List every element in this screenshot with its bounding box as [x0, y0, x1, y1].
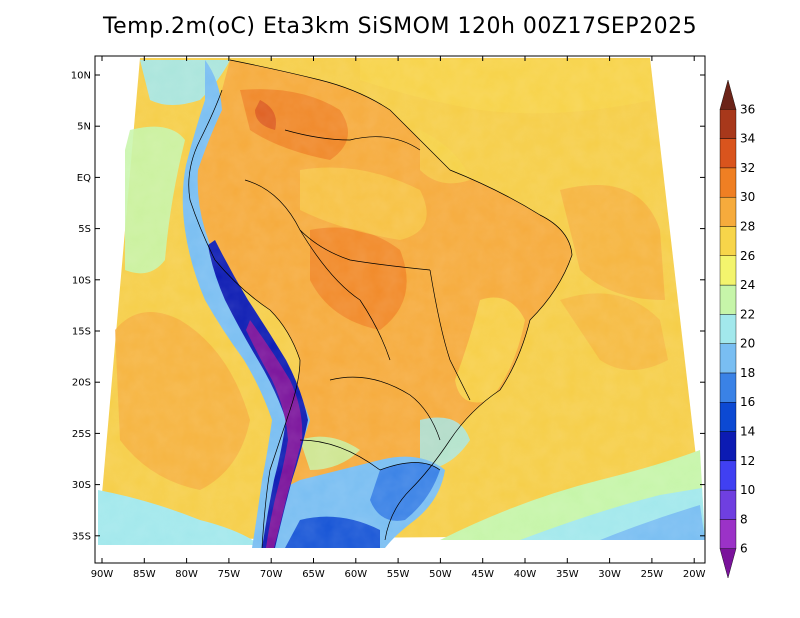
lon-label: 30W [598, 569, 621, 580]
colorbar-label: 22 [740, 307, 755, 321]
lon-label: 45W [471, 569, 494, 580]
longitude-axis: 90W 85W 80W 75W 70W 65W 60W 55W 50W 45W 40W 35W 30W 2… [91, 56, 706, 580]
lon-label: 50W [429, 569, 452, 580]
temperature-field [95, 56, 705, 563]
colorbar-segment [719, 226, 737, 256]
lon-label: 20W [683, 569, 706, 580]
lat-label: 10S [72, 275, 91, 286]
lon-label: 25W [641, 569, 664, 580]
lat-label: 5S [78, 224, 91, 235]
colorbar-label: 30 [740, 190, 755, 204]
colorbar-segment [719, 343, 737, 374]
colorbar-segment [719, 372, 737, 403]
country-borders [188, 59, 573, 549]
colorbar-label: 32 [740, 161, 755, 175]
lon-label: 35W [556, 569, 579, 580]
lat-label: 30S [72, 480, 91, 491]
colorbar-segment [719, 138, 737, 169]
plot-border [94, 55, 706, 564]
colorbar-segment [719, 431, 737, 462]
colorbar-label: 24 [740, 278, 755, 292]
lon-label: 70W [260, 569, 283, 580]
lat-label: 25S [72, 429, 91, 440]
colorbar-label: 34 [740, 132, 755, 146]
colorbar-segment [719, 314, 737, 344]
lon-label: 60W [344, 569, 367, 580]
colorbar-segment [719, 284, 737, 315]
lat-label: 10N [71, 71, 91, 82]
colorbar-segment [719, 519, 737, 549]
lon-label: 80W [175, 569, 198, 580]
lon-label: 65W [302, 569, 325, 580]
lat-label: 20S [72, 378, 91, 389]
colorbar-label: 8 [740, 512, 748, 526]
colorbar-label: 18 [740, 366, 755, 380]
colorbar-label: 26 [740, 249, 755, 263]
colorbar-segment [719, 167, 737, 198]
lat-label: 15S [72, 327, 91, 338]
lon-label: 40W [514, 569, 537, 580]
colorbar-label: 14 [740, 425, 755, 439]
lon-label: 55W [387, 569, 410, 580]
colorbar-label: 6 [740, 542, 748, 556]
colorbar-segment [719, 460, 737, 491]
colorbar-label: 20 [740, 337, 755, 351]
lat-label: EQ [77, 173, 91, 184]
colorbar-label: 28 [740, 219, 755, 233]
lat-label: 35S [72, 531, 91, 542]
colorbar-segment [719, 255, 737, 286]
colorbar-top-arrow [719, 79, 737, 110]
colorbar-segment [719, 196, 737, 227]
colorbar-label: 10 [740, 483, 755, 497]
map-title: Temp.2m(oC) Eta3km SiSMOM 120h 00Z17SEP2… [102, 14, 698, 39]
colorbar-segment [719, 109, 737, 139]
colorbar-label: 16 [740, 395, 755, 409]
colorbar-label: 12 [740, 454, 755, 468]
lon-label: 90W [91, 569, 114, 580]
latitude-axis: 10N 5N EQ 5S 10S 15S 20S 25S 30S 35S [71, 71, 705, 542]
colorbar-bottom-arrow [719, 548, 737, 579]
lon-label: 85W [133, 569, 156, 580]
colorbar-label: 36 [740, 102, 755, 116]
lat-label: 5N [77, 122, 91, 133]
colorbar-segment [719, 402, 737, 432]
colorbar: 6 8 10 12 14 16 18 20 22 24 26 28 30 32 34 36 [719, 79, 755, 579]
colorbar-segment [719, 489, 737, 520]
lon-label: 75W [218, 569, 241, 580]
